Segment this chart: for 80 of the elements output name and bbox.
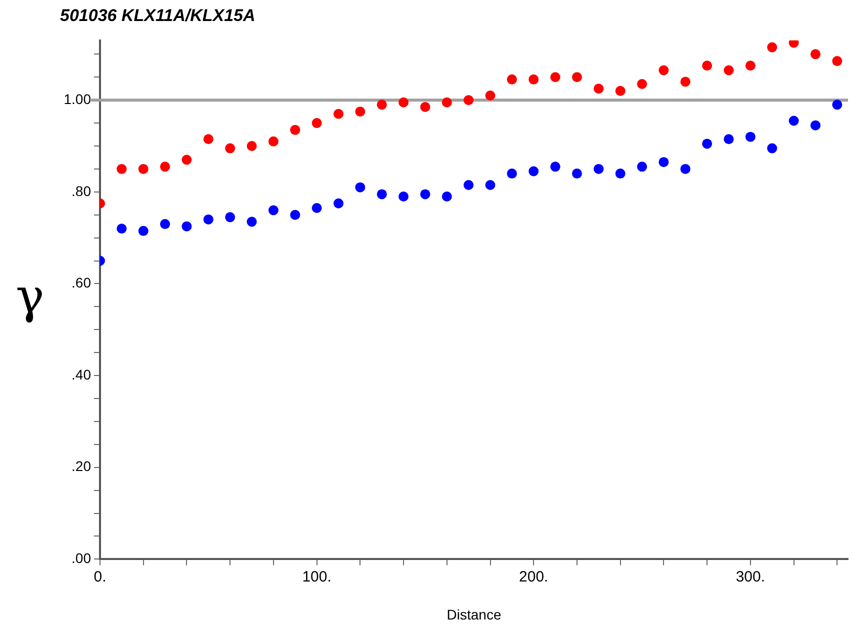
point — [572, 72, 582, 82]
point — [724, 65, 734, 76]
point — [745, 132, 756, 142]
point — [203, 214, 214, 224]
point — [550, 162, 560, 172]
y-tick-label: 1.00 — [64, 90, 92, 107]
point — [116, 164, 127, 174]
point — [702, 60, 712, 71]
point — [637, 79, 648, 90]
point — [333, 198, 344, 208]
point — [745, 60, 756, 71]
point — [767, 143, 778, 154]
point — [246, 216, 257, 227]
point — [290, 124, 300, 135]
point — [333, 108, 344, 119]
point — [160, 219, 170, 230]
y-tick-label: .80 — [72, 182, 92, 199]
y-tick-label: .60 — [72, 274, 92, 291]
point — [724, 134, 734, 144]
point — [528, 74, 539, 84]
x-tick-label: 100. — [302, 568, 332, 586]
point — [832, 100, 842, 110]
point — [312, 202, 322, 213]
point — [268, 205, 278, 216]
point — [528, 166, 539, 176]
point — [290, 210, 300, 220]
point — [572, 168, 582, 179]
x-tick-label: 0. — [94, 568, 106, 586]
point — [442, 192, 452, 202]
point — [615, 86, 626, 96]
point — [594, 164, 604, 174]
point — [680, 76, 690, 87]
point — [485, 180, 496, 190]
point — [355, 182, 366, 192]
point — [182, 154, 192, 165]
chart-title: 501036 KLX11A/KLX15A — [60, 6, 256, 25]
y-tick-label: .40 — [72, 366, 92, 382]
point — [506, 74, 517, 84]
point — [268, 136, 278, 146]
point — [398, 192, 409, 202]
point — [767, 42, 778, 52]
point — [702, 138, 712, 149]
point — [376, 189, 387, 200]
y-tick-label: .20 — [72, 458, 92, 474]
point — [464, 95, 474, 106]
point — [160, 162, 170, 172]
point — [116, 224, 127, 234]
point — [810, 49, 820, 60]
point — [376, 100, 387, 110]
point — [506, 168, 517, 179]
point — [225, 143, 236, 154]
y-tick-label: .00 — [72, 550, 92, 566]
point — [420, 102, 430, 112]
point — [594, 84, 604, 94]
point — [225, 212, 236, 222]
point — [203, 134, 214, 144]
point — [355, 106, 366, 117]
point — [788, 116, 799, 126]
point — [312, 118, 322, 128]
point — [658, 65, 669, 76]
point — [138, 164, 148, 174]
x-tick-label: 300. — [736, 568, 766, 586]
point — [810, 120, 820, 130]
point — [637, 162, 648, 172]
point — [615, 168, 626, 179]
point — [832, 56, 842, 66]
point — [246, 140, 257, 151]
point — [138, 226, 148, 236]
point — [680, 164, 690, 174]
point — [550, 72, 560, 82]
x-tick-label: 200. — [519, 568, 548, 586]
point — [420, 189, 430, 200]
point — [182, 221, 192, 232]
point — [442, 97, 452, 108]
point — [658, 157, 669, 168]
point — [398, 97, 409, 108]
x-axis-title: Distance — [446, 606, 502, 622]
point — [485, 90, 496, 100]
y-axis-title: γ — [16, 268, 44, 324]
point — [464, 180, 474, 190]
